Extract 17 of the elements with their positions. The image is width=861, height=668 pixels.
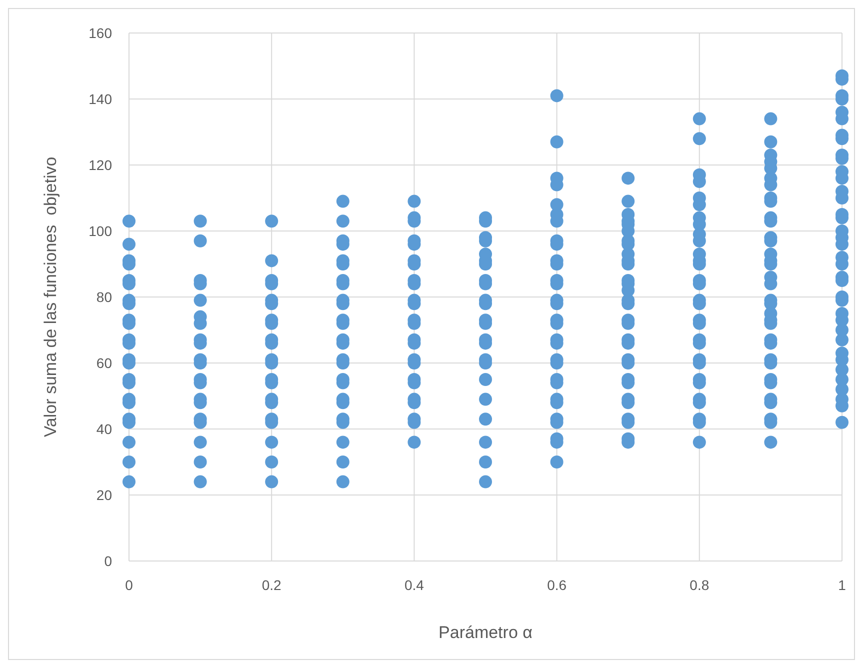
y-tick-label: 100 — [88, 222, 112, 239]
y-tick-label: 160 — [88, 24, 112, 41]
y-axis-title: Valor suma de las funciones objetivo — [41, 156, 60, 438]
y-tick-label: 20 — [96, 486, 112, 503]
x-tick-label: 1 — [838, 577, 846, 593]
x-tick-label: 0.2 — [262, 577, 282, 593]
x-axis-title: Parámetro α — [438, 623, 533, 642]
x-tick-label: 0 — [125, 577, 134, 593]
y-tick-label: 140 — [88, 90, 112, 107]
y-tick-label: 60 — [96, 354, 112, 371]
y-tick-label: 80 — [96, 288, 112, 305]
x-tick-label: 0.6 — [547, 577, 567, 593]
y-tick-label: 120 — [88, 156, 112, 173]
x-tick-label: 0.4 — [404, 577, 424, 593]
x-tick-label: 0.8 — [690, 577, 710, 593]
y-tick-label: 40 — [96, 420, 112, 437]
y-tick-label: 0 — [104, 552, 112, 569]
